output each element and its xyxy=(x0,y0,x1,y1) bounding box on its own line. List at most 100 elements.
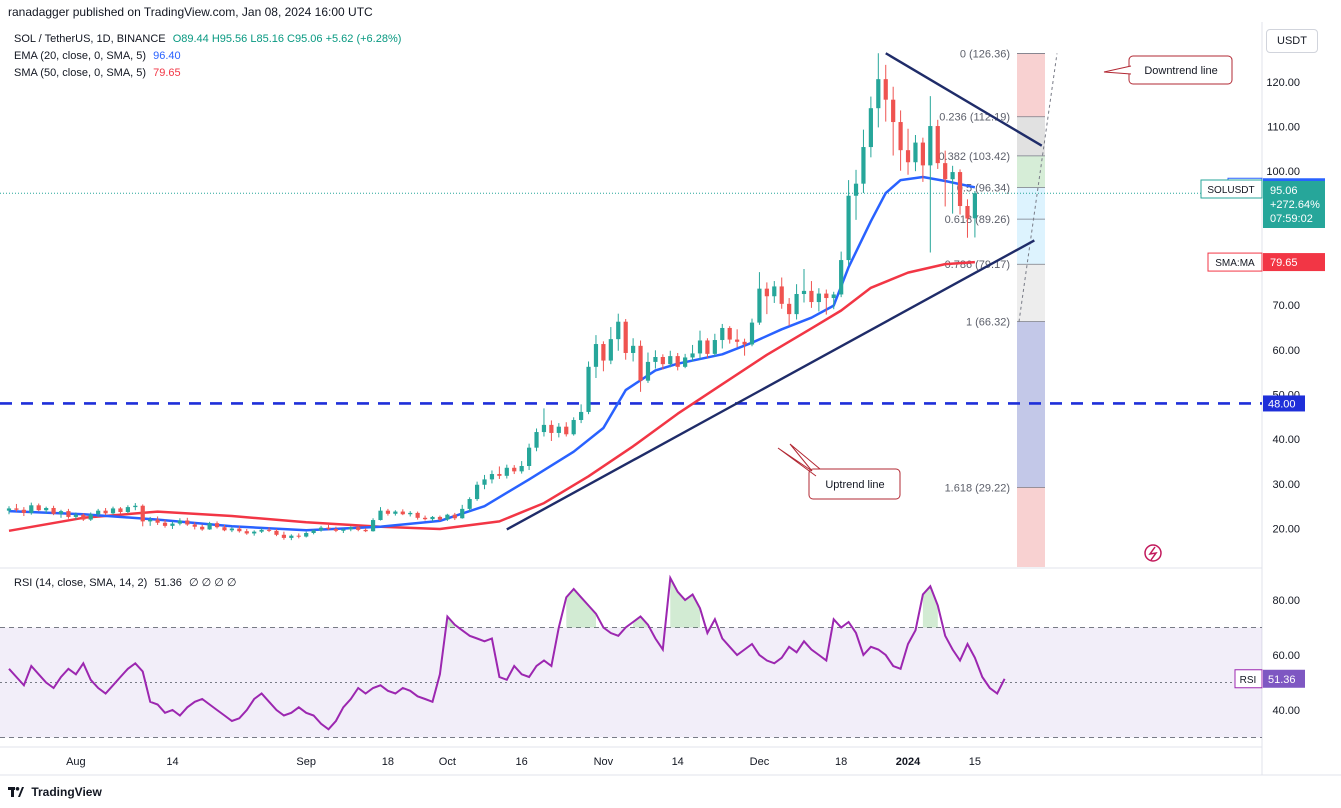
candle-body[interactable] xyxy=(148,519,153,522)
candle-body[interactable] xyxy=(58,511,64,514)
candle-body[interactable] xyxy=(831,294,836,299)
candle-body[interactable] xyxy=(125,507,130,513)
uptrend-callout-box[interactable] xyxy=(808,468,901,500)
candle-body[interactable] xyxy=(727,327,732,340)
candle-body[interactable] xyxy=(311,530,316,533)
candle-body[interactable] xyxy=(675,356,680,367)
candle-body[interactable] xyxy=(861,147,866,184)
candle-body[interactable] xyxy=(608,339,613,361)
candle-body[interactable] xyxy=(393,511,398,514)
candle-body[interactable] xyxy=(437,516,443,520)
candle-body[interactable] xyxy=(660,356,665,365)
candle-body[interactable] xyxy=(683,357,688,367)
candle-body[interactable] xyxy=(653,356,658,362)
symbol-title[interactable]: SOL / TetherUS, 1D, BINANCE xyxy=(14,33,166,45)
candle-body[interactable] xyxy=(868,108,873,148)
candle-body[interactable] xyxy=(51,507,56,514)
candle-body[interactable] xyxy=(36,505,41,511)
candle-body[interactable] xyxy=(415,512,420,518)
candle-body[interactable] xyxy=(341,529,346,531)
candle-body[interactable] xyxy=(883,79,888,100)
candle-body[interactable] xyxy=(281,534,287,538)
candle-body[interactable] xyxy=(252,531,257,534)
candle-body[interactable] xyxy=(96,510,101,515)
candle-body[interactable] xyxy=(482,479,487,485)
candle-body[interactable] xyxy=(274,530,279,535)
candle-body[interactable] xyxy=(296,535,301,537)
candle-body[interactable] xyxy=(928,126,933,166)
candle-body[interactable] xyxy=(935,126,940,164)
candle-body[interactable] xyxy=(66,511,71,517)
candle-body[interactable] xyxy=(266,529,272,531)
trend-line[interactable] xyxy=(885,52,1043,147)
candle-body[interactable] xyxy=(705,340,710,354)
candle-body[interactable] xyxy=(564,426,569,435)
candle-body[interactable] xyxy=(445,514,450,520)
candle-body[interactable] xyxy=(742,341,747,345)
candle-body[interactable] xyxy=(430,516,435,520)
candle-body[interactable] xyxy=(333,528,339,531)
candle-body[interactable] xyxy=(200,526,205,530)
candle-body[interactable] xyxy=(326,527,331,529)
ema20-line[interactable] xyxy=(8,175,976,532)
candle-body[interactable] xyxy=(133,505,138,508)
candle-body[interactable] xyxy=(237,528,242,532)
candle-body[interactable] xyxy=(519,465,524,472)
candle-body[interactable] xyxy=(623,321,628,353)
candle-body[interactable] xyxy=(452,514,457,519)
candle-body[interactable] xyxy=(920,142,925,166)
candle-body[interactable] xyxy=(668,356,673,365)
candle-body[interactable] xyxy=(913,142,918,163)
candle-body[interactable] xyxy=(140,505,145,522)
candle-body[interactable] xyxy=(467,499,472,509)
candle-body[interactable] xyxy=(690,353,695,358)
candle-body[interactable] xyxy=(244,531,249,534)
candle-body[interactable] xyxy=(81,514,86,520)
candle-body[interactable] xyxy=(965,206,970,219)
candle-body[interactable] xyxy=(787,303,792,315)
candle-body[interactable] xyxy=(779,286,784,304)
candle-body[interactable] xyxy=(898,122,903,151)
ema-legend[interactable]: EMA (20, close, 0, SMA, 5) 96.40 xyxy=(14,50,181,62)
candle-body[interactable] xyxy=(21,509,26,513)
candle-body[interactable] xyxy=(697,340,703,354)
candle-body[interactable] xyxy=(118,508,123,513)
candle-body[interactable] xyxy=(170,523,175,526)
candle-body[interactable] xyxy=(950,172,955,180)
candle-body[interactable] xyxy=(73,514,78,517)
candle-body[interactable] xyxy=(504,467,509,476)
candle-body[interactable] xyxy=(853,183,859,196)
candle-body[interactable] xyxy=(385,510,391,514)
candle-body[interactable] xyxy=(757,288,762,323)
rsi-legend[interactable]: RSI (14, close, SMA, 14, 2) 51.36 ∅ ∅ ∅ … xyxy=(14,576,236,589)
candle-body[interactable] xyxy=(764,288,769,297)
candle-body[interactable] xyxy=(846,195,851,261)
candle-body[interactable] xyxy=(103,510,108,514)
candle-body[interactable] xyxy=(891,99,896,123)
candle-body[interactable] xyxy=(304,532,309,537)
candle-body[interactable] xyxy=(720,327,725,341)
candle-body[interactable] xyxy=(29,505,34,513)
candle-body[interactable] xyxy=(809,290,814,303)
candle-body[interactable] xyxy=(6,508,12,511)
candle-body[interactable] xyxy=(801,290,807,295)
sma50-line[interactable] xyxy=(8,260,975,533)
candle-body[interactable] xyxy=(527,447,532,466)
candle-body[interactable] xyxy=(579,411,584,420)
candle-body[interactable] xyxy=(370,520,376,532)
candle-body[interactable] xyxy=(88,514,93,520)
candle-body[interactable] xyxy=(348,527,353,530)
candle-body[interactable] xyxy=(229,528,234,531)
candle-body[interactable] xyxy=(497,474,502,476)
candle-body[interactable] xyxy=(318,527,324,531)
candle-body[interactable] xyxy=(378,510,383,521)
candle-body[interactable] xyxy=(816,293,821,303)
candle-body[interactable] xyxy=(534,432,539,448)
candle-body[interactable] xyxy=(356,527,361,530)
candle-body[interactable] xyxy=(876,79,881,109)
candle-body[interactable] xyxy=(14,508,19,510)
candle-body[interactable] xyxy=(735,339,740,342)
candle-body[interactable] xyxy=(422,517,428,520)
candle-body[interactable] xyxy=(363,529,368,532)
